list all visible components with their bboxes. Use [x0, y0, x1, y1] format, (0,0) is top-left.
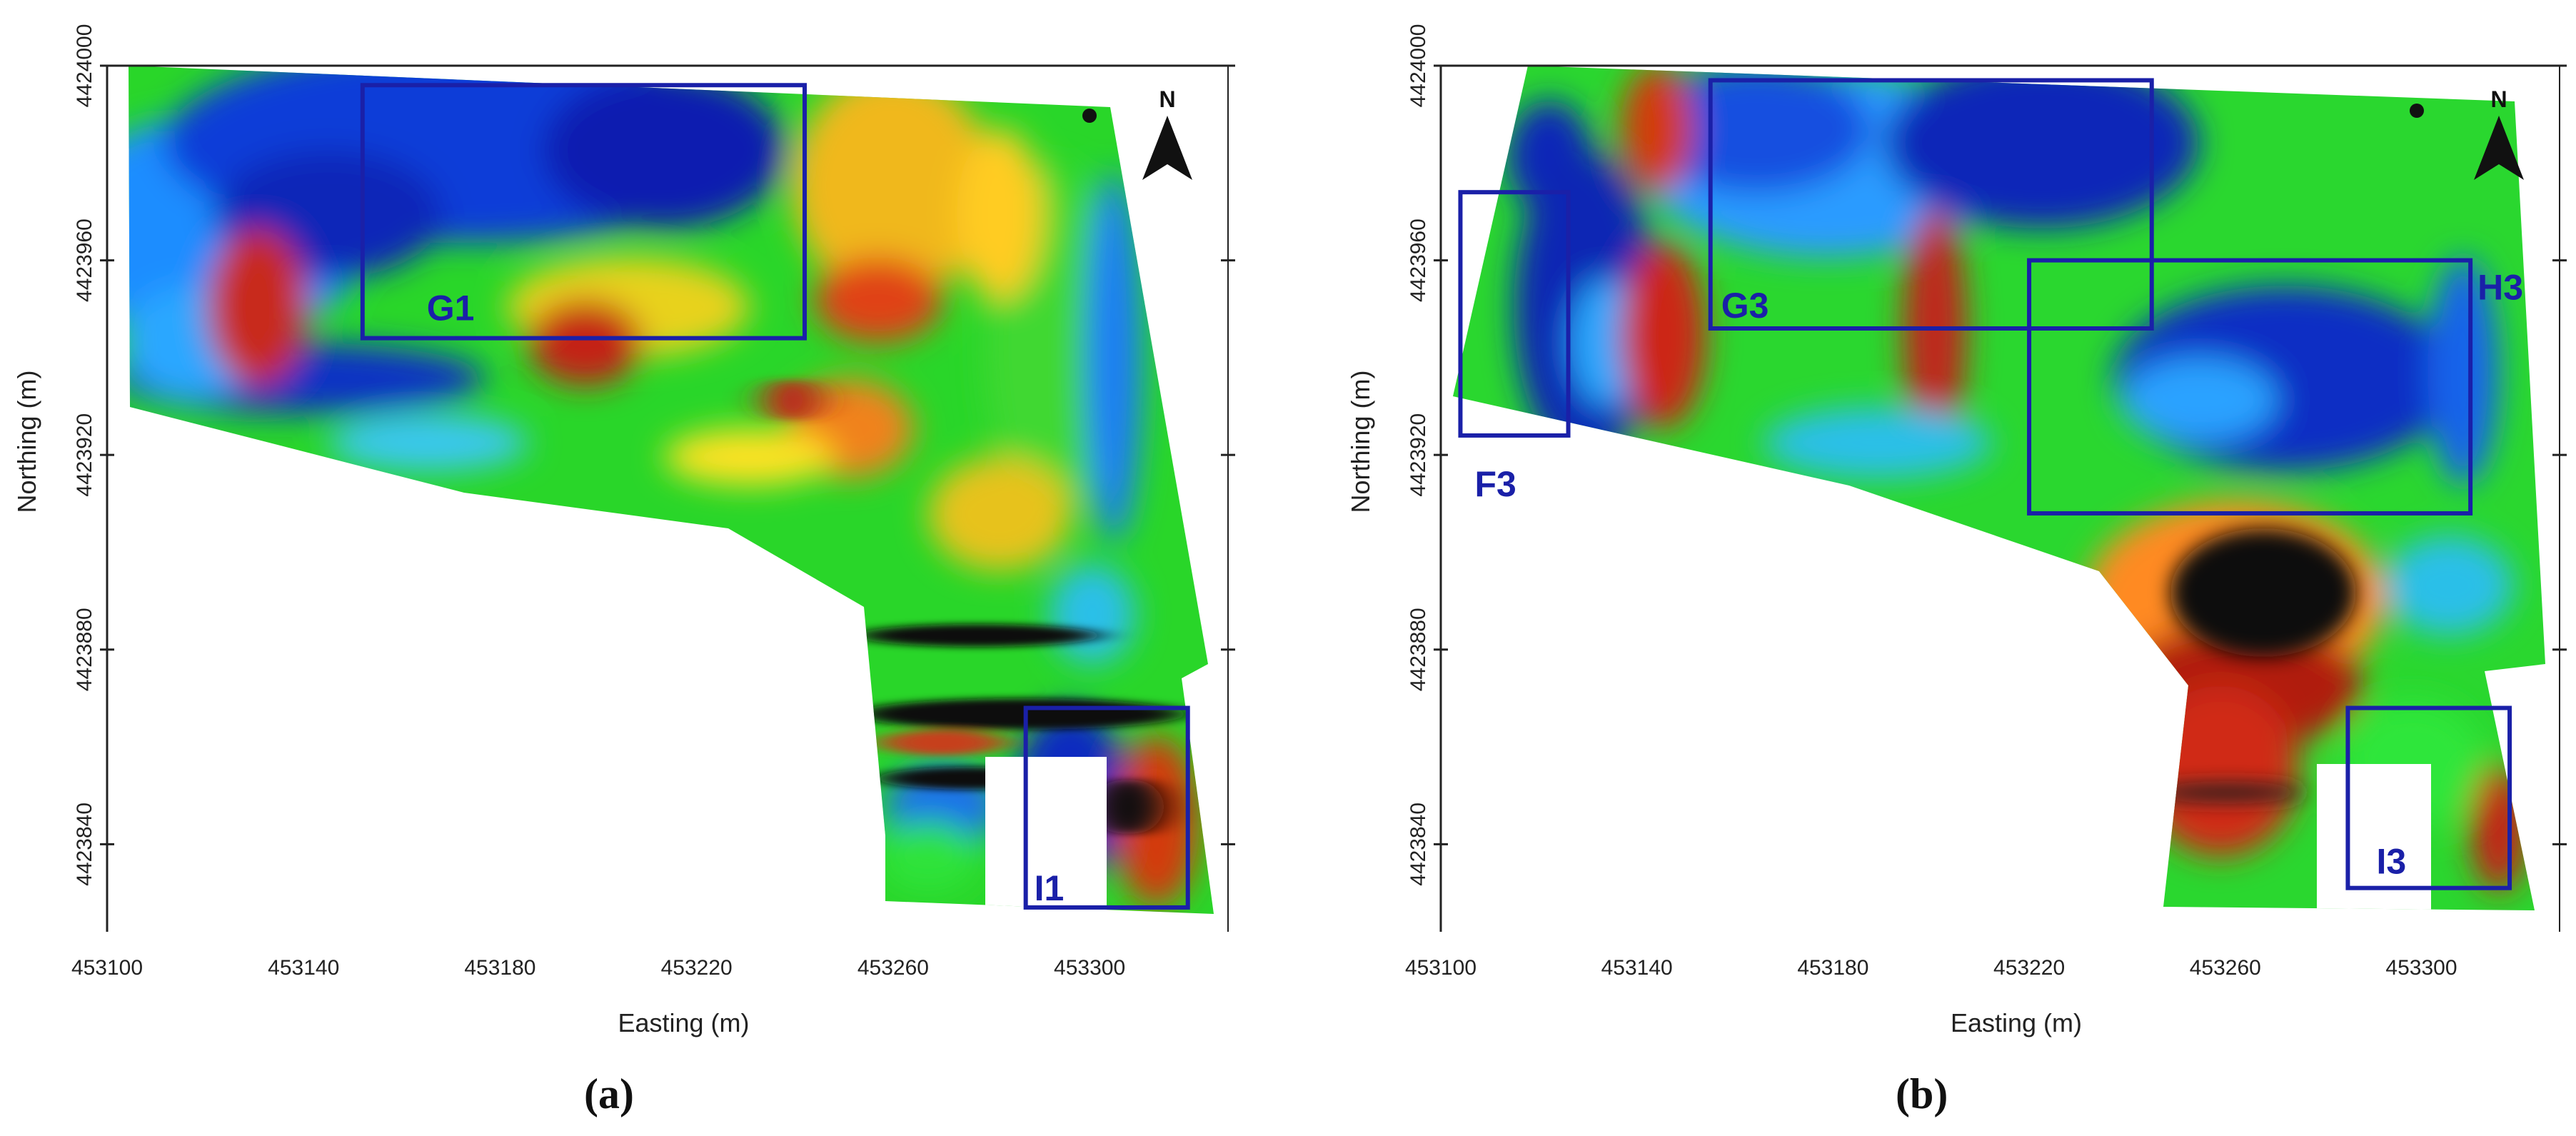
region-box-f3	[1458, 190, 1571, 438]
north-arrow-icon	[1142, 116, 1192, 180]
panel-b-axes: 4423840 4423880 4423920 4423960 4424000 45310…	[1346, 24, 2567, 1037]
x-tick-label: 453260	[857, 956, 929, 980]
north-label: N	[2490, 86, 2507, 112]
x-tick-label: 453100	[1405, 956, 1476, 980]
region-box-g1	[360, 83, 807, 341]
x-tick-label: 453180	[1797, 956, 1868, 980]
region-label-i3: I3	[2376, 842, 2406, 882]
x-tick-label: 453140	[268, 956, 339, 980]
region-box-i1	[1023, 705, 1190, 910]
y-tick-label: 4423920	[73, 413, 96, 497]
x-tick-label: 453220	[661, 956, 733, 980]
north-label: N	[1159, 86, 1175, 112]
region-label-g1: G1	[427, 288, 475, 328]
y-tick-label: 4423880	[1407, 608, 1430, 691]
region-label-i1: I1	[1035, 868, 1065, 908]
y-tick-label: 4424000	[1407, 24, 1430, 108]
panel-b	[1453, 66, 2545, 910]
x-tick-label: 453180	[464, 956, 535, 980]
x-tick-label: 453300	[1054, 956, 1125, 980]
region-label-f3: F3	[1474, 464, 1516, 504]
y-tick-label: 4423960	[73, 218, 96, 302]
panel-b-caption: (b)	[1896, 1070, 1948, 1117]
panel-a	[129, 66, 1214, 914]
anomaly-map-a	[129, 66, 1214, 914]
y-axis-label: Northing (m)	[12, 370, 41, 513]
y-tick-label: 4423960	[1407, 218, 1430, 302]
region-label-g3: G3	[1721, 286, 1769, 326]
panel-a-axes: 4423840 4423880 4423920 4423960 4424000 45310…	[12, 24, 1235, 1037]
anomaly-map-b	[1453, 66, 2545, 910]
region-box-g3	[1708, 78, 2154, 331]
y-tick-label: 4423840	[73, 803, 96, 886]
y-tick-label: 4423840	[1407, 803, 1430, 886]
north-arrow-icon	[2474, 116, 2524, 180]
y-axis-label: Northing (m)	[1346, 370, 1375, 513]
x-tick-label: 453140	[1601, 956, 1673, 980]
x-tick-label: 453300	[2385, 956, 2457, 980]
x-tick-label: 453220	[1993, 956, 2065, 980]
y-tick-label: 4423880	[73, 608, 96, 691]
y-tick-label: 4424000	[73, 24, 96, 108]
region-box-i3	[2345, 705, 2512, 890]
region-label-h3: H3	[2477, 268, 2523, 308]
x-tick-label: 453260	[2190, 956, 2261, 980]
x-tick-label: 453100	[71, 956, 143, 980]
y-tick-label: 4423920	[1407, 413, 1430, 497]
x-axis-label: Easting (m)	[1951, 1008, 2082, 1037]
panel-a-caption: (a)	[584, 1070, 634, 1117]
region-box-h3	[2027, 258, 2473, 516]
x-axis-label: Easting (m)	[618, 1008, 749, 1037]
